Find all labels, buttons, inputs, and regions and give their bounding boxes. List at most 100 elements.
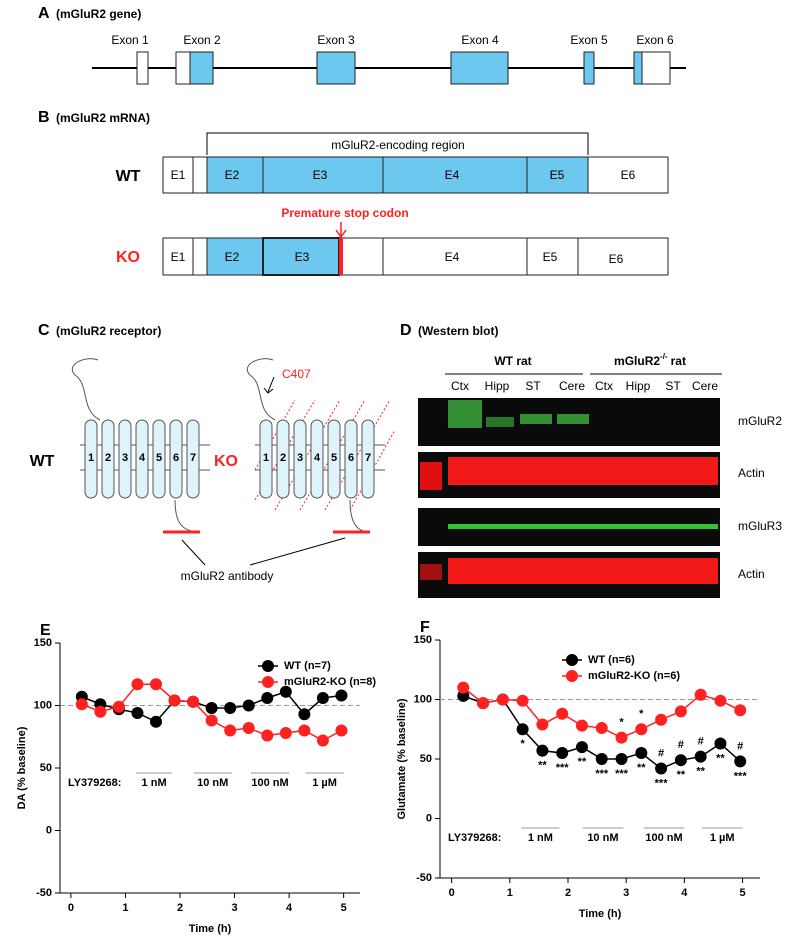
dose-label: 10 nM [197, 777, 228, 789]
point [615, 731, 628, 744]
x-tick-label: 5 [341, 902, 347, 914]
x-tick-label: 1 [122, 902, 128, 914]
point [615, 753, 628, 765]
lane-label: Cere [692, 379, 718, 393]
annotation: *** [734, 770, 748, 782]
band [448, 457, 718, 485]
panel-letter: A [38, 5, 50, 22]
exon-label: Exon 6 [636, 33, 674, 47]
y-axis-label: DA (% baseline) [16, 726, 28, 809]
legend-marker [566, 654, 578, 666]
drug-label: LY379268: [448, 832, 501, 844]
point [224, 702, 237, 714]
point [556, 707, 569, 720]
helix [118, 419, 132, 499]
exon-label: Exon 3 [317, 33, 355, 47]
x-tick-label: 0 [68, 902, 74, 914]
x-axis-label: Time (h) [579, 908, 622, 920]
point [335, 724, 348, 737]
band [520, 414, 552, 424]
row-label: Actin [738, 466, 765, 480]
point [516, 694, 529, 707]
point [298, 724, 311, 737]
row-label: mGluR3 [738, 519, 782, 533]
lane-label: ST [525, 379, 541, 393]
exon-label: E1 [171, 250, 186, 264]
legend-label: WT (n=6) [588, 654, 635, 666]
stop-codon [339, 238, 343, 275]
exon [450, 51, 509, 85]
helix-label: 3 [122, 452, 128, 464]
point [734, 755, 747, 768]
exon-label: Exon 1 [111, 33, 149, 47]
panel-letter: F [420, 619, 430, 636]
tspan: -/- [660, 352, 668, 361]
exon-label: E2 [225, 168, 240, 182]
dividers [192, 157, 528, 193]
point [496, 693, 509, 706]
helix [186, 419, 200, 499]
y-tick-label: 150 [414, 634, 432, 646]
band [420, 462, 442, 490]
point [516, 723, 529, 736]
arrow [335, 222, 347, 239]
annotation: ** [637, 762, 646, 774]
exon [583, 51, 595, 85]
helix-label: 4 [139, 452, 146, 464]
row-label: WT [116, 168, 141, 185]
exon [316, 51, 356, 85]
legend-label: mGluR2-KO (n=8) [284, 676, 376, 688]
x-axis-label: Time (h) [189, 923, 232, 935]
y-tick-label: 50 [40, 762, 52, 774]
tspan: mGluR2 [614, 354, 660, 368]
point [536, 744, 549, 757]
n-terminus [247, 358, 276, 421]
exon [136, 51, 149, 85]
helix [169, 419, 183, 499]
annotation: * [639, 708, 644, 720]
annotation: *** [595, 768, 609, 780]
y-tick-label: -50 [416, 872, 432, 884]
point [655, 762, 668, 775]
x-tick-label: 1 [507, 887, 513, 899]
dose-label: 10 nM [587, 832, 618, 844]
exon [262, 237, 340, 276]
point [168, 694, 181, 707]
exon-label: E6 [621, 168, 636, 182]
panel-title: (mGluR2 receptor) [56, 324, 161, 338]
dividers [192, 238, 579, 275]
panel-letter: C [38, 322, 50, 339]
exon-label: E4 [445, 250, 460, 264]
point [595, 722, 608, 735]
helix-label: 4 [314, 452, 321, 464]
point [477, 697, 490, 710]
x-tick-label: 3 [231, 902, 237, 914]
panel-letter: D [400, 322, 412, 339]
row-label: Actin [738, 567, 765, 581]
group-label: mGluR2-/- rat [614, 352, 686, 368]
x-tick-label: 4 [681, 887, 688, 899]
lane-label: Hipp [485, 379, 510, 393]
annotation: * [520, 738, 525, 750]
y-tick-label: 100 [414, 693, 432, 705]
point [205, 714, 218, 727]
point [298, 708, 311, 721]
lane-label: Ctx [451, 379, 469, 393]
helix [293, 419, 307, 499]
helix-label: 7 [365, 452, 371, 464]
helix-label: 3 [297, 452, 303, 464]
lane-label: Hipp [626, 379, 651, 393]
exon-label: E3 [295, 250, 310, 264]
band [486, 417, 514, 427]
annotation: # [737, 740, 743, 752]
n-terminus [72, 358, 101, 421]
point [94, 705, 107, 718]
tspan: rat [671, 354, 686, 368]
helix-label: 5 [331, 452, 337, 464]
point [75, 698, 88, 711]
legend-label: WT (n=7) [284, 660, 331, 672]
point [714, 694, 727, 707]
exon-label: E1 [171, 168, 186, 182]
band [448, 400, 482, 428]
